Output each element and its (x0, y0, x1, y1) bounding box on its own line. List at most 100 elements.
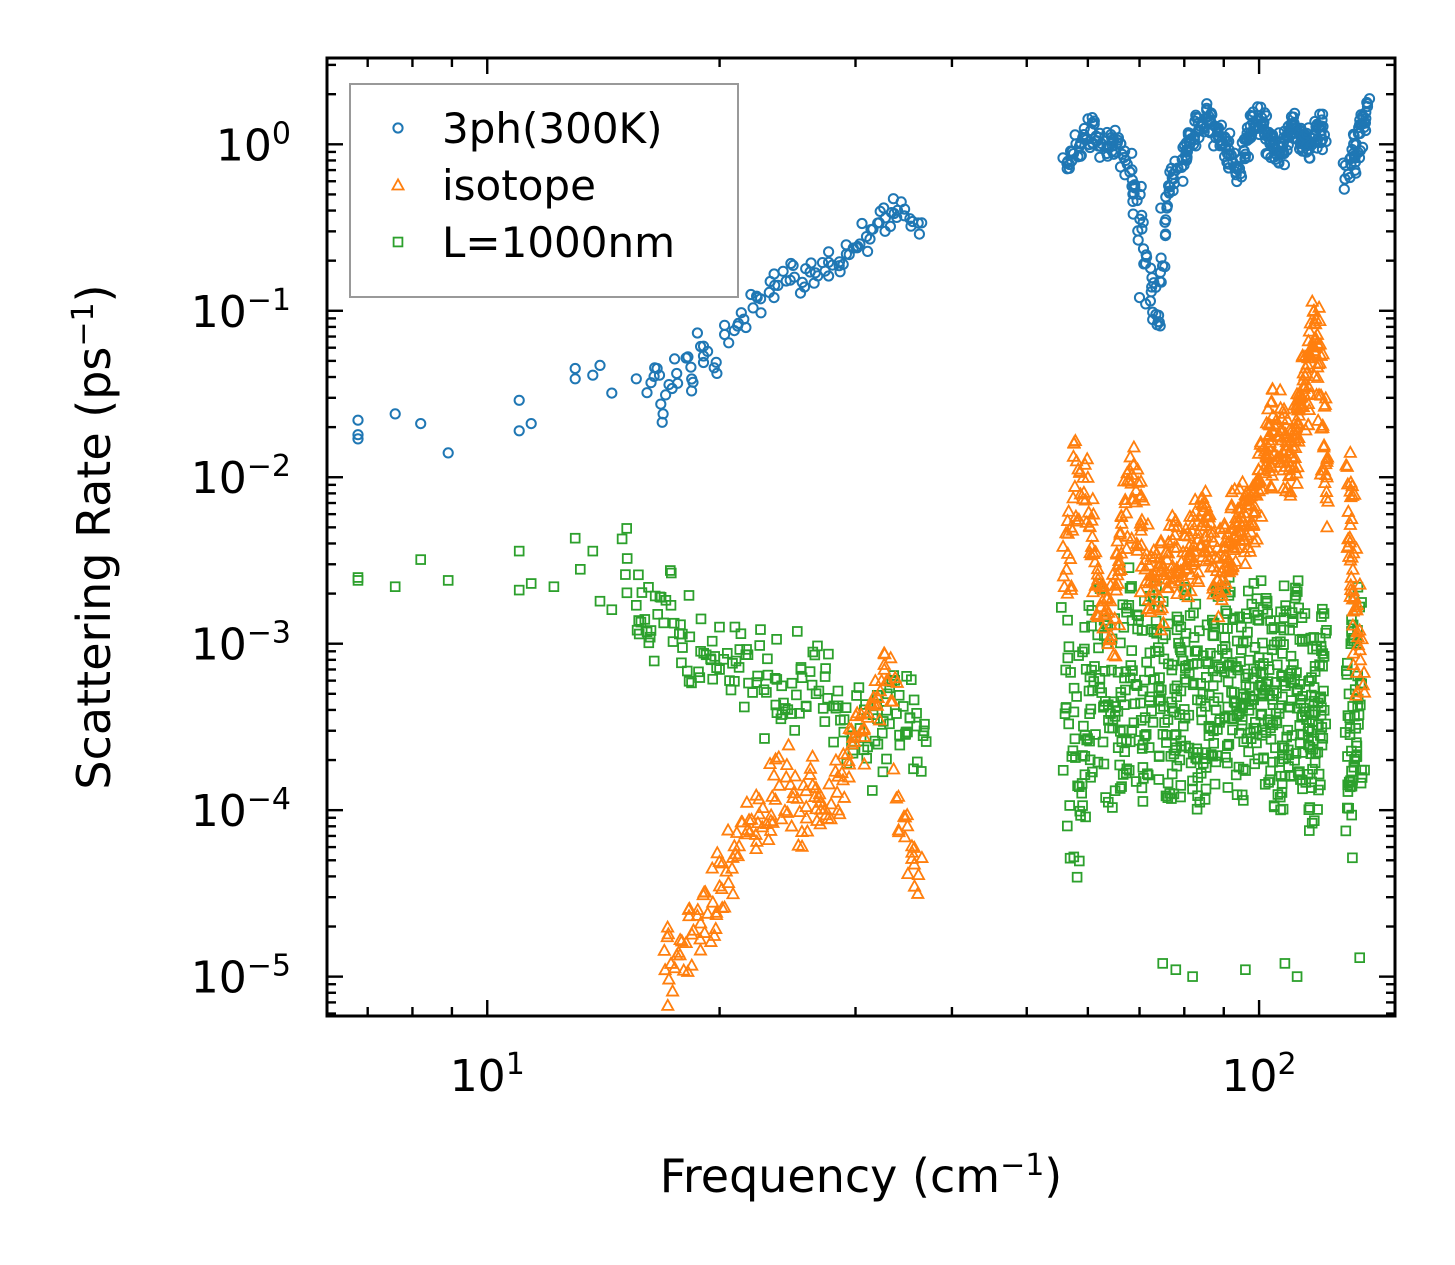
data-point-cluster (1290, 459, 1305, 473)
data-point-cluster (1156, 615, 1171, 629)
data-point-cluster (872, 217, 884, 229)
legend: 3ph(300K) isotope L=1000nm (349, 83, 739, 298)
data-point-cluster (1167, 527, 1183, 541)
data-point-cluster (1168, 706, 1180, 718)
data-point-cluster (1316, 144, 1329, 156)
data-point-cluster (1252, 753, 1264, 765)
data-point-cluster (782, 704, 794, 715)
data-point-cluster (1194, 625, 1205, 637)
data-point-cluster (1223, 738, 1235, 750)
data-point-cluster (1099, 666, 1111, 677)
data-point-cluster (918, 725, 930, 737)
data-point-cluster (1153, 309, 1165, 321)
data-point-cluster (883, 693, 898, 707)
data-point-cluster (665, 983, 680, 997)
data-point-cluster (1115, 726, 1126, 737)
data-point-cluster (882, 688, 893, 700)
data-point (1353, 652, 1368, 666)
data-point-cluster (1137, 796, 1149, 807)
data-point-cluster (751, 791, 767, 805)
data-point-cluster (786, 677, 798, 689)
data-point-cluster (1236, 720, 1248, 731)
data-point-cluster (774, 811, 789, 825)
data-point-cluster (1079, 643, 1090, 655)
data-point-cluster (1084, 754, 1096, 766)
data-point-cluster (1060, 585, 1075, 599)
data-point-cluster (735, 307, 747, 319)
data-point (513, 584, 525, 596)
data-point-cluster (763, 822, 778, 836)
data-point-cluster (836, 746, 851, 760)
y-tick-label: 10−1 (191, 282, 291, 338)
data-point-cluster (1063, 718, 1075, 730)
data-point-cluster (1340, 825, 1352, 837)
data-point-cluster (1253, 436, 1268, 450)
data-point-cluster (894, 739, 906, 751)
data-point-cluster (1261, 595, 1273, 607)
data-point-cluster (1282, 139, 1294, 151)
data-point-cluster (1076, 469, 1091, 483)
data-point-cluster (1199, 794, 1211, 805)
data-point-cluster (1259, 415, 1274, 429)
data-point-cluster (1099, 591, 1115, 605)
data-point-cluster (1239, 151, 1251, 163)
data-point-cluster (1124, 530, 1139, 544)
data-point-cluster (1234, 611, 1246, 623)
data-point-cluster (1177, 572, 1192, 586)
data-point-cluster (666, 567, 677, 579)
data-point-cluster (798, 281, 811, 293)
data-point-cluster (1147, 717, 1159, 728)
data-point-cluster (1130, 461, 1145, 475)
data-point (891, 788, 906, 802)
data-point-cluster (633, 569, 644, 581)
data-point-cluster (633, 615, 644, 626)
data-point-cluster (656, 416, 668, 428)
data-point-cluster (1212, 123, 1224, 135)
data-point-cluster (648, 370, 660, 382)
data-point-cluster (1060, 545, 1075, 559)
data-point-cluster (720, 822, 736, 836)
data-point-cluster (857, 729, 872, 742)
data-point-cluster (1278, 676, 1290, 687)
legend-label: L=1000nm (442, 218, 675, 267)
data-point-cluster (1240, 496, 1255, 510)
data-point-cluster (1316, 114, 1328, 126)
data-point-cluster (1343, 577, 1358, 591)
data-point-cluster (1205, 580, 1221, 594)
data-point (389, 408, 401, 420)
data-point-cluster (1154, 600, 1170, 614)
data-point-cluster (1107, 722, 1119, 734)
data-point-cluster (1232, 160, 1244, 173)
data-point-cluster (792, 626, 803, 637)
data-point-cluster (1341, 503, 1356, 517)
data-point-outlier (1354, 952, 1366, 963)
data-point-cluster (755, 624, 766, 635)
data-point-cluster (1062, 820, 1073, 832)
data-point-cluster (878, 716, 889, 727)
data-point-cluster (714, 881, 729, 895)
data-point-cluster (1108, 648, 1123, 662)
data-point-cluster (1123, 600, 1135, 611)
data-point-cluster (1163, 618, 1174, 630)
data-point-cluster (805, 748, 820, 762)
data-point-cluster (1200, 762, 1212, 773)
data-point-cluster (1178, 720, 1189, 732)
data-point-cluster (1061, 503, 1076, 517)
data-point (911, 867, 926, 880)
data-point-cluster (1137, 685, 1149, 697)
data-point-cluster (1055, 538, 1071, 552)
data-point (569, 362, 581, 375)
x-axis-tick-labels: 101 102 (450, 1047, 1297, 1103)
data-point-cluster (1217, 582, 1233, 596)
data-point-cluster (1241, 613, 1253, 624)
data-point-cluster (1359, 764, 1370, 776)
data-point-cluster (1079, 622, 1091, 633)
data-point (415, 418, 427, 430)
data-point-cluster (1057, 765, 1069, 776)
data-point-cluster (1278, 148, 1290, 160)
data-point-cluster (850, 241, 863, 253)
data-point-cluster (1062, 614, 1073, 626)
data-point-cluster (1080, 811, 1091, 823)
data-point-cluster (654, 591, 666, 603)
data-point-cluster (1091, 135, 1103, 147)
